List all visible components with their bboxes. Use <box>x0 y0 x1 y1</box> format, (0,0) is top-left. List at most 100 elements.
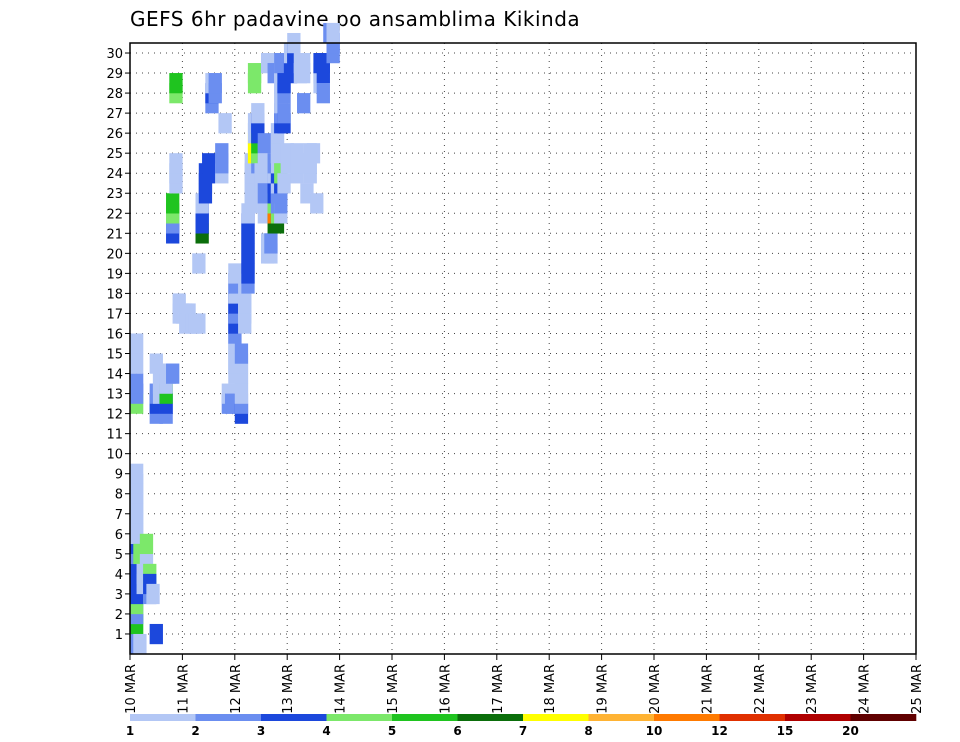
x-axis: 10 MAR 11 MAR 12 MAR 13 MAR 14 MAR 15 MAR 16 M… <box>124 654 925 714</box>
chart-cells <box>130 22 340 655</box>
precip-cell <box>238 313 252 334</box>
precip-cell <box>247 73 262 94</box>
y-tick-label: 21 <box>106 227 123 242</box>
colorbar-segment <box>523 714 589 721</box>
precip-cell <box>166 363 180 384</box>
colorbar-label: 5 <box>388 724 396 738</box>
x-tick-label: 18 MAR <box>543 664 558 714</box>
y-tick-label: 23 <box>106 187 123 202</box>
y-tick-label: 4 <box>115 568 123 583</box>
precip-cell <box>192 313 206 334</box>
x-tick-label: 19 MAR <box>596 664 611 714</box>
x-tick-label: 13 MAR <box>281 664 296 714</box>
precip-cell <box>149 623 163 645</box>
precip-cell <box>264 233 278 254</box>
precip-cell <box>169 153 183 174</box>
precip-cell <box>297 93 311 114</box>
x-tick-label: 10 MAR <box>124 664 139 714</box>
colorbar-label: 20 <box>842 724 859 738</box>
precip-cell <box>146 583 160 605</box>
precip-cell <box>215 143 229 164</box>
colorbar-segment <box>326 714 393 721</box>
y-tick-label: 27 <box>106 107 123 122</box>
y-tick-label: 24 <box>106 167 123 182</box>
colorbar-segment <box>850 714 917 721</box>
y-tick-label: 19 <box>106 267 123 282</box>
colorbar-label: 6 <box>453 724 461 738</box>
x-tick-label: 20 MAR <box>648 664 663 714</box>
y-tick-label: 7 <box>115 508 123 523</box>
precip-cell <box>166 193 180 214</box>
colorbar-segment <box>261 714 327 721</box>
colorbar: 1 2 3 4 5 6 7 8 10 12 15 20 <box>126 714 917 738</box>
colorbar-label: 4 <box>322 724 330 738</box>
colorbar-segment <box>195 714 262 721</box>
x-tick-label: 12 MAR <box>229 664 244 714</box>
x-tick-label: 17 MAR <box>491 664 506 714</box>
precip-cell <box>251 103 265 124</box>
y-tick-label: 26 <box>106 127 123 142</box>
y-tick-label: 30 <box>106 47 123 62</box>
precip-cell <box>297 53 311 74</box>
colorbar-segment <box>719 714 786 721</box>
x-tick-label: 23 MAR <box>805 664 820 714</box>
x-tick-label: 14 MAR <box>334 664 349 714</box>
precip-cell <box>133 633 147 655</box>
precip-cell <box>208 73 222 94</box>
x-tick-label: 16 MAR <box>438 664 453 714</box>
precip-cell <box>277 103 291 124</box>
y-tick-label: 29 <box>106 67 123 82</box>
precip-cell <box>130 373 144 394</box>
precip-cell <box>316 63 330 84</box>
x-tick-label: 22 MAR <box>753 664 768 714</box>
colorbar-label: 3 <box>257 724 265 738</box>
colorbar-label: 10 <box>646 724 663 738</box>
x-tick-label: 21 MAR <box>700 664 715 714</box>
precip-cell <box>228 263 242 284</box>
colorbar-segment <box>654 714 720 721</box>
colorbar-label: 7 <box>519 724 527 738</box>
precip-cell <box>130 333 144 354</box>
y-tick-label: 2 <box>115 608 123 623</box>
y-tick-label: 20 <box>106 247 123 262</box>
precip-cell <box>218 113 232 134</box>
y-tick-label: 28 <box>106 87 123 102</box>
precip-cell <box>202 153 216 174</box>
chart-title: GEFS 6hr padavine po ansamblima Kikinda <box>130 7 580 31</box>
y-tick-label: 13 <box>106 388 123 403</box>
y-tick-label: 10 <box>106 448 123 463</box>
x-tick-label: 24 MAR <box>858 664 873 714</box>
y-tick-label: 14 <box>106 368 123 383</box>
precip-cell <box>169 73 183 94</box>
colorbar-segment <box>785 714 851 721</box>
plot-frame <box>129 42 917 655</box>
colorbar-segment <box>457 714 524 721</box>
colorbar-label: 15 <box>777 724 794 738</box>
colorbar-segment <box>130 714 196 721</box>
colorbar-label: 1 <box>126 724 134 738</box>
y-tick-label: 1 <box>115 628 123 643</box>
precip-cell <box>130 353 144 374</box>
y-tick-label: 8 <box>115 488 123 503</box>
precip-cell <box>306 143 321 164</box>
precip-cell <box>310 193 324 214</box>
colorbar-label: 8 <box>584 724 592 738</box>
colorbar-label: 12 <box>711 724 728 738</box>
precip-cell <box>192 253 206 274</box>
y-tick-label: 25 <box>106 147 123 162</box>
y-tick-label: 15 <box>106 348 123 363</box>
precip-cell <box>277 173 291 194</box>
precip-cell <box>139 533 154 555</box>
y-tick-label: 11 <box>106 428 123 443</box>
precip-cell <box>257 133 272 154</box>
colorbar-segment <box>588 714 655 721</box>
y-tick-label: 18 <box>106 287 123 302</box>
y-tick-label: 22 <box>106 207 123 222</box>
y-tick-label: 17 <box>106 307 123 322</box>
x-tick-label: 15 MAR <box>386 664 401 714</box>
precip-cell <box>130 463 144 484</box>
precip-cell <box>234 343 249 364</box>
precip-cell <box>326 22 340 44</box>
y-tick-label: 12 <box>106 408 123 423</box>
